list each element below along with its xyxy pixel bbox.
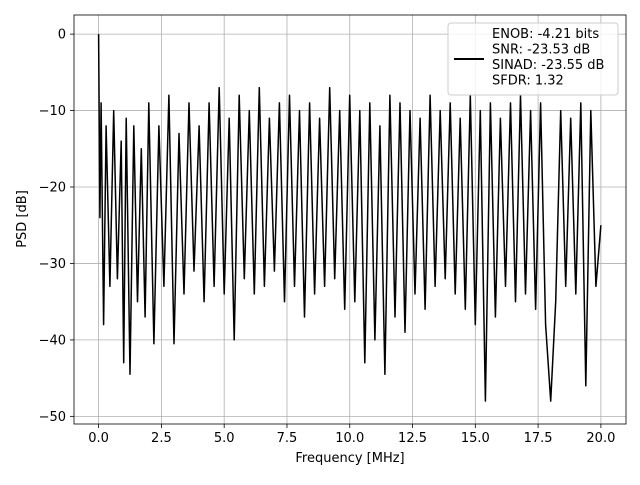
- y-tick-label: −20: [39, 181, 66, 196]
- series-layer: [97, 34, 602, 402]
- x-tick-label: 15.0: [461, 431, 490, 446]
- x-tick-label: 5.0: [214, 431, 235, 446]
- x-tick-label: 7.5: [277, 431, 298, 446]
- y-tick-label: −10: [39, 104, 66, 119]
- x-ticks: 0.0 2.5 5.0 7.5 10.0 12.5 15.0 17.5 20.0: [88, 424, 615, 446]
- y-axis-label: PSD [dB]: [15, 190, 30, 248]
- x-tick-label: 17.5: [524, 431, 553, 446]
- legend-label-line: ENOB: -4.21 bits: [492, 27, 599, 42]
- y-tick-label: −40: [39, 333, 66, 348]
- y-tick-label: 0: [58, 28, 66, 43]
- legend-box: [447, 22, 619, 96]
- x-tick-label: 10.0: [335, 431, 364, 446]
- y-tick-label: −30: [39, 257, 66, 272]
- legend-label-line: SFDR: 1.32: [492, 74, 564, 89]
- x-tick-label: 2.5: [151, 431, 172, 446]
- legend: ENOB: -4.21 bits SNR: -23.53 dB SINAD: -23…: [447, 22, 619, 96]
- x-tick-label: 20.0: [586, 431, 615, 446]
- psd-series-line: [97, 34, 602, 402]
- x-axis-label: Frequency [MHz]: [295, 451, 404, 466]
- x-tick-label: 12.5: [398, 431, 427, 446]
- y-tick-label: −50: [39, 410, 66, 425]
- legend-label: ENOB: -4.21 bits SNR: -23.53 dB SINAD: -23…: [492, 27, 604, 89]
- x-tick-label: 0.0: [88, 431, 109, 446]
- legend-label-line: SINAD: -23.55 dB: [492, 58, 604, 73]
- y-ticks: 0 −10 −20 −30 −40 −50: [39, 28, 74, 425]
- legend-label-line: SNR: -23.53 dB: [492, 43, 590, 58]
